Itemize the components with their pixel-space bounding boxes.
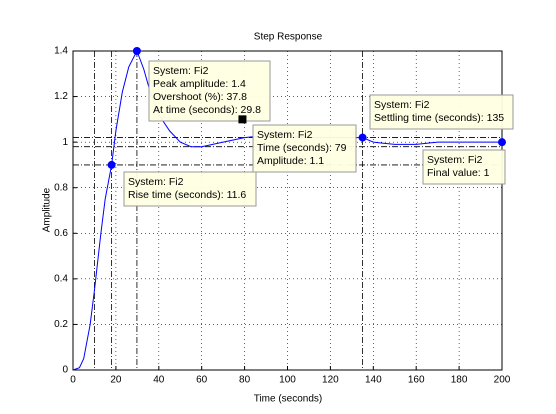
x-tick-label: 120 [322,375,339,386]
datatip-text: Amplitude: 1.1 [257,155,324,167]
x-tick-label: 200 [494,375,511,386]
datatip-text: System: Fi2 [153,65,209,77]
datatip-box [148,60,271,122]
datatip-text: System: Fi2 [374,99,430,111]
y-axis-label: Amplitude [42,187,53,232]
datatip-marker [358,133,367,142]
y-tick-label: 0 [62,365,68,376]
datatip-box [422,149,506,185]
datatip-marker [498,138,506,147]
y-tick-label: 0.6 [54,228,68,239]
y-tick-label: 0.8 [54,182,68,193]
x-tick-label: 60 [196,375,208,386]
datatip-text: Final value: 1 [427,167,490,179]
datatip-text: Overshoot (%): 37.8 [153,91,247,103]
x-tick-label: 160 [408,375,425,386]
x-axis-label: Time (seconds) [254,394,323,405]
y-tick-label: 1.2 [54,91,68,102]
datatip-marker [132,47,141,55]
datatip-text: At time (seconds): 29.8 [153,104,261,116]
chart-title: Step Response [254,32,323,43]
x-tick-label: 140 [365,375,382,386]
datatip-box [369,94,514,130]
datatip-marker [238,115,247,124]
datatip-text: Rise time (seconds): 11.6 [128,189,246,201]
datatip-text: Peak amplitude: 1.4 [153,78,246,90]
y-tick-label: 1.4 [54,46,68,57]
datatip-text: Settling time (seconds): 135 [374,112,504,124]
x-tick-label: 40 [153,375,165,386]
datatip-marker [107,160,116,169]
x-tick-label: 0 [70,375,76,386]
datatip-text: System: Fi2 [257,129,313,141]
datatip-text: System: Fi2 [128,176,184,188]
y-tick-label: 1 [62,137,68,148]
x-tick-label: 180 [451,375,468,386]
y-tick-label: 0.2 [54,319,68,330]
datatip-text: System: Fi2 [427,154,483,166]
y-tick-label: 0.4 [54,273,68,284]
datatip-text: Time (seconds): 79 [257,142,347,154]
x-tick-label: 80 [239,375,251,386]
x-tick-label: 100 [279,375,296,386]
datatip-box [252,124,357,173]
x-tick-label: 20 [110,375,122,386]
datatip-box [123,171,257,207]
series-line [72,49,502,371]
